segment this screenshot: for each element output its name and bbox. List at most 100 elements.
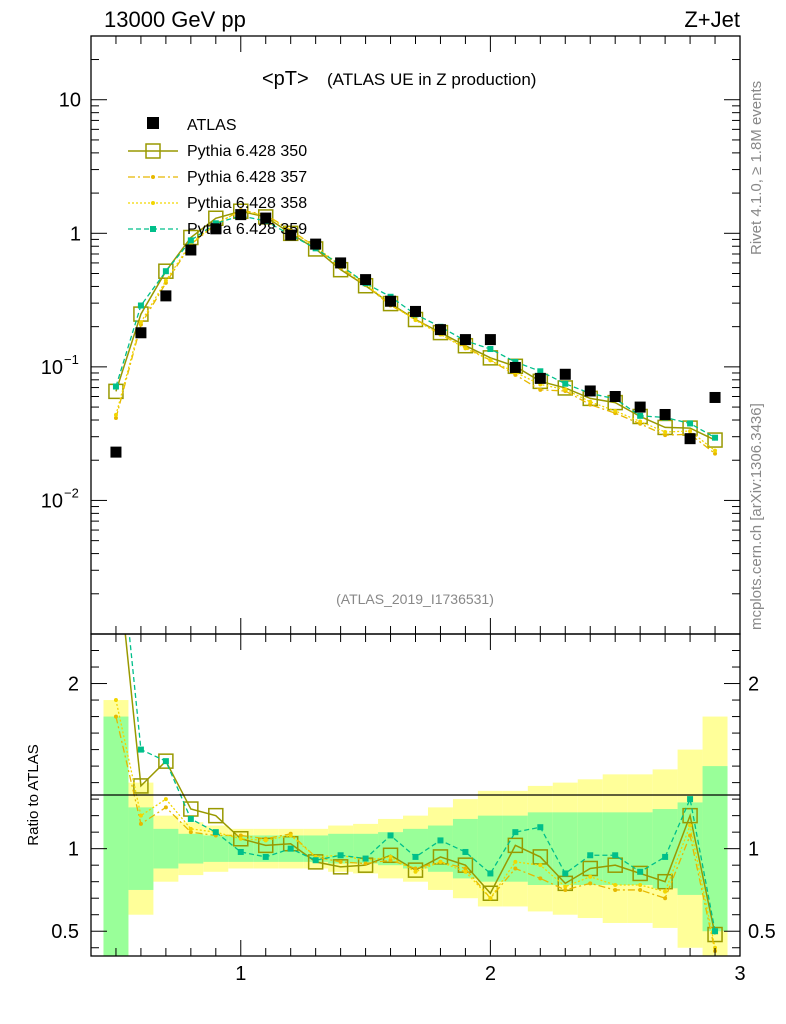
series-marker [138,813,143,818]
series-marker [187,815,194,822]
series-marker [133,778,149,794]
atlas-data-points [110,209,721,458]
data-point [534,372,546,384]
legend-label-atlas: ATLAS [187,117,237,134]
y-tick-label: 1 [70,223,81,245]
band-stat [702,766,728,932]
data-point [310,238,322,250]
series-marker [512,358,519,365]
series-marker [238,836,243,841]
series-marker [663,889,668,894]
series-marker [688,823,693,828]
series-marker [113,499,119,505]
series-marker [387,832,394,839]
series-marker [637,412,644,419]
series-marker [588,399,593,404]
series-marker [487,870,494,877]
series-marker [688,429,693,434]
legend-marker-atlas [147,117,159,129]
series-marker [638,419,643,424]
data-point [584,385,596,397]
data-point [185,244,197,256]
series-marker [113,412,118,417]
series-marker [588,402,593,407]
rivet-label: Rivet 4.1.0, ≥ 1.8M events [748,81,765,255]
y-tick-label: 10 [41,490,63,512]
series-marker [187,237,194,244]
data-point [434,324,446,336]
series-line-main-1 [115,209,716,455]
series-marker [588,881,593,886]
series-marker [163,797,168,802]
data-point [260,212,272,224]
series-marker [663,433,668,438]
series-marker [707,432,723,448]
series-marker [462,848,469,855]
main-series-group [108,203,723,456]
series-marker [163,805,168,810]
series-marker [112,383,119,390]
series-marker [332,859,349,875]
series-marker [687,796,694,803]
data-point [559,368,571,380]
series-marker [663,429,668,434]
series-marker [188,826,193,831]
legend: ATLAS Pythia 6.428 350 Pythia 6.428 357 … [128,117,307,238]
band-stat [128,807,154,890]
series-marker [212,220,219,227]
data-point [385,295,397,307]
band-stat [103,716,129,956]
series-marker [113,416,118,421]
series-marker [138,320,143,325]
series-marker [538,387,543,392]
series-marker [712,928,719,935]
x-tick-label: 2 [485,963,496,985]
band-stat [328,833,354,864]
band-stat [403,828,428,869]
series-marker [437,837,444,844]
chart-subtitle: (ATLAS UE in Z production) [327,70,536,89]
series-marker [388,858,393,863]
series-marker [407,862,424,878]
series-marker [109,536,123,550]
band-stat [527,812,553,885]
series-marker [162,758,169,765]
analysis-id: (ATLAS_2019_I1736531) [336,591,494,607]
series-marker [388,854,393,859]
series-marker [382,847,399,864]
series-marker [612,852,619,859]
legend-marker-350 [145,143,161,159]
legend-label-359: Pythia 6.428 359 [187,221,307,238]
series-marker [487,346,494,353]
series-marker [463,346,468,351]
series-marker [507,837,524,854]
series-marker [463,869,468,874]
series-marker [338,859,343,864]
ratio-tick-label-left: 1 [68,839,79,861]
series-marker [488,358,493,363]
series-marker [538,876,543,881]
data-point [659,408,671,420]
series-marker [288,833,293,838]
legend-label-357: Pythia 6.428 357 [187,169,307,186]
series-line-main-0 [115,210,716,441]
data-point [335,257,347,269]
series-marker [482,885,499,902]
series-marker [588,874,593,879]
series-marker [463,866,468,871]
band-stat [602,812,628,885]
ratio-tick-label-right: 2 [748,674,759,696]
series-marker [662,853,669,860]
series-marker [537,824,544,831]
header-left: 13000 GeV pp [104,7,246,32]
series-marker [158,753,174,769]
series-marker [638,882,643,887]
series-marker [713,451,718,456]
series-marker [513,866,518,871]
series-marker [212,829,219,836]
series-marker [512,829,519,836]
series-line-main-2 [115,210,716,452]
ratio-series-group [109,499,723,954]
series-marker [563,887,568,892]
